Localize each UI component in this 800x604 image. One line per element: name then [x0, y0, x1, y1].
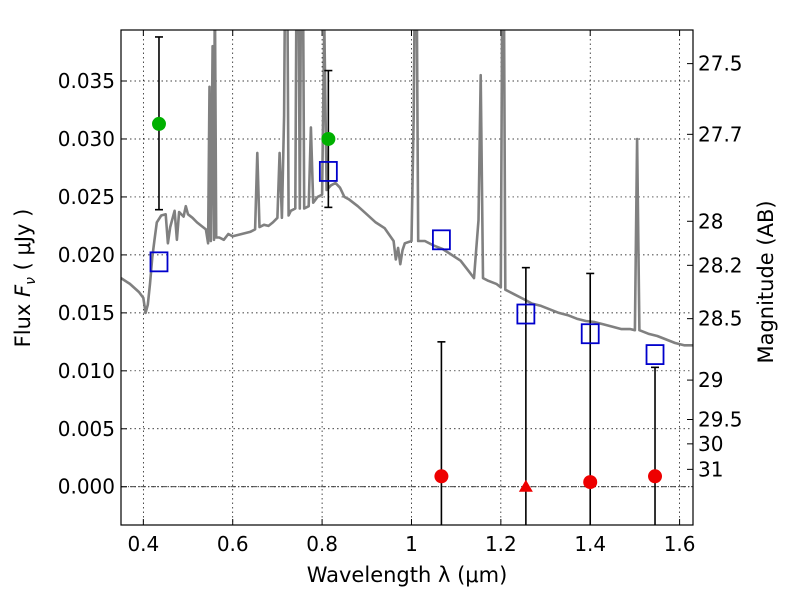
tick-labels: 0.4 0.6 0.8 1 1.2 1.4 1.6 0.000 0.005 0.010 0.015 0…	[58, 52, 743, 556]
x-tick-label: 0.4	[127, 532, 159, 556]
mag-tick-label: 30	[698, 432, 723, 456]
y-tick-label: 0.025	[58, 185, 115, 209]
y-tick-label: 0.010	[58, 359, 115, 383]
y-axis-title-sub: ν	[23, 277, 39, 285]
y-tick-label: 0.030	[58, 127, 115, 151]
y-axis-title-var: F	[11, 284, 35, 297]
y-tick-label: 0.020	[58, 243, 115, 267]
x-tick-label: 0.8	[306, 532, 338, 556]
model-photometry-square	[149, 251, 169, 273]
mag-tick-label: 27.7	[698, 122, 743, 146]
x-tick-label: 1	[405, 532, 418, 556]
mag-tick-label: 28	[698, 209, 723, 233]
mag-tick-label: 29	[698, 368, 723, 392]
y-axis-title-unit: ( μJy )	[11, 209, 35, 277]
y-axis-title-prefix: Flux	[11, 297, 35, 347]
markers	[149, 116, 665, 492]
x-tick-label: 0.6	[217, 532, 249, 556]
axis-ticks	[121, 30, 693, 525]
x-tick-label: 1.4	[574, 532, 606, 556]
plot-frame	[120, 29, 694, 526]
upper-limit-point	[648, 469, 663, 484]
y2-axis-title: Magnitude (AB)	[754, 200, 778, 363]
model-photometry-square	[318, 161, 338, 182]
upper-limit-point	[583, 475, 598, 490]
model-photometry-square	[580, 323, 600, 345]
x-tick-label: 1.2	[485, 532, 517, 556]
y-tick-label: 0.035	[58, 69, 115, 93]
mag-tick-label: 27.5	[698, 52, 743, 76]
upper-limit-point	[434, 469, 449, 484]
y-tick-label: 0.005	[58, 417, 115, 441]
mag-tick-label: 28.5	[698, 307, 743, 331]
y-axis-title: Flux Fν ( μJy )	[11, 209, 39, 348]
mag-tick-label: 29.5	[698, 408, 743, 432]
model-photometry-square	[516, 303, 536, 325]
x-tick-label: 1.6	[664, 532, 696, 556]
upper-limit-triangle	[518, 479, 533, 492]
mag-tick-label: 28.2	[698, 253, 743, 277]
model-photometry-square	[645, 344, 665, 365]
model-photometry-square	[432, 229, 451, 251]
mag-tick-label: 31	[698, 457, 723, 481]
detection-point	[151, 116, 166, 131]
detection-point	[321, 131, 336, 146]
y-tick-label: 0.000	[58, 475, 115, 499]
x-axis-title: Wavelength λ (μm)	[307, 563, 508, 587]
y-tick-label: 0.015	[58, 301, 115, 325]
plot-background	[121, 30, 693, 525]
